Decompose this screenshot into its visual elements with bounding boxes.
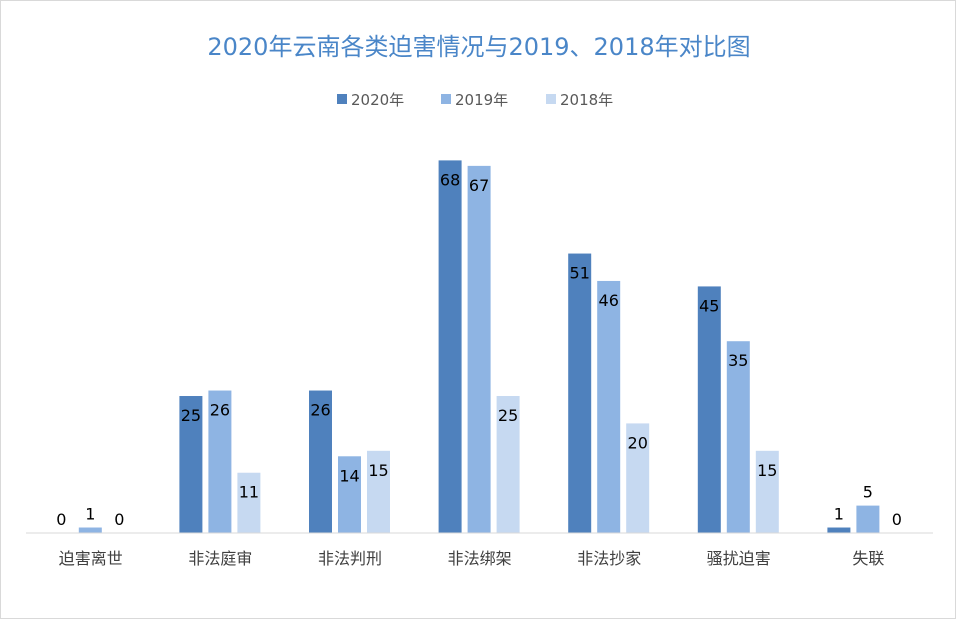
data-label: 1 <box>834 505 844 524</box>
bar <box>338 456 361 533</box>
legend-label: 2019年 <box>455 91 508 109</box>
legend-swatch <box>441 94 451 104</box>
category-label: 非法绑架 <box>448 549 512 568</box>
data-label: 46 <box>599 291 619 310</box>
legend-swatch <box>546 94 556 104</box>
data-label: 15 <box>368 461 388 480</box>
data-label: 67 <box>469 176 489 195</box>
data-label: 0 <box>114 510 124 529</box>
bar <box>626 423 650 533</box>
legend-label: 2018年 <box>560 91 613 109</box>
data-label: 0 <box>56 510 66 529</box>
bar <box>467 165 491 533</box>
data-label: 26 <box>310 401 330 420</box>
data-label: 26 <box>210 401 230 420</box>
bar <box>597 280 621 533</box>
category-label: 非法抄家 <box>577 549 641 568</box>
category-label: 迫害离世 <box>59 549 123 568</box>
bar <box>726 341 750 533</box>
bar <box>309 390 332 533</box>
bar <box>208 390 232 533</box>
legend: 2020年 2019年 2018年 <box>337 91 613 109</box>
data-label: 45 <box>699 296 719 315</box>
bar <box>78 527 102 533</box>
data-label: 11 <box>239 483 259 502</box>
bar <box>568 253 592 533</box>
legend-swatch <box>337 94 347 104</box>
bar <box>179 396 203 533</box>
bar <box>496 396 520 533</box>
bar <box>367 450 390 533</box>
data-label: 35 <box>728 351 748 370</box>
data-label: 20 <box>628 433 648 452</box>
category-label: 失联 <box>852 549 884 568</box>
category-labels: 迫害离世 非法庭审 非法判刑 非法绑架 非法抄家 骚扰迫害 失联 <box>59 549 885 568</box>
data-label: 0 <box>892 510 902 529</box>
chart-title: 2020年云南各类迫害情况与2019、2018年对比图 <box>207 33 750 61</box>
bar <box>755 450 779 533</box>
legend-label: 2020年 <box>351 91 404 109</box>
category-label: 非法庭审 <box>188 549 252 568</box>
bar <box>697 286 721 533</box>
data-label: 1 <box>85 505 95 524</box>
data-label: 5 <box>863 483 873 502</box>
data-label: 68 <box>440 170 460 189</box>
category-label: 非法判刑 <box>318 549 382 568</box>
bar <box>856 505 880 533</box>
bar <box>237 472 261 533</box>
data-label: 14 <box>339 466 359 485</box>
category-label: 骚扰迫害 <box>707 549 771 568</box>
bar <box>827 527 851 533</box>
data-label: 15 <box>757 461 777 480</box>
data-label: 25 <box>181 406 201 425</box>
data-label: 25 <box>498 406 518 425</box>
bar <box>438 160 462 533</box>
data-label: 51 <box>570 264 590 283</box>
